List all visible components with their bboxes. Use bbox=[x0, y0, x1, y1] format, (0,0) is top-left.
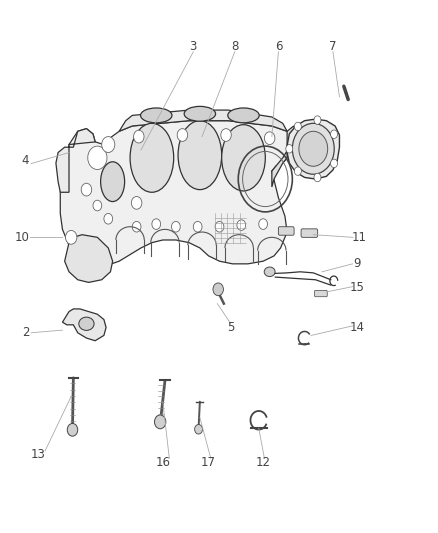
Circle shape bbox=[88, 146, 107, 169]
Circle shape bbox=[133, 130, 144, 143]
Text: 14: 14 bbox=[349, 321, 364, 334]
Polygon shape bbox=[119, 110, 286, 131]
Circle shape bbox=[104, 214, 113, 224]
Circle shape bbox=[132, 221, 141, 232]
Circle shape bbox=[294, 167, 300, 175]
Ellipse shape bbox=[227, 108, 258, 123]
FancyBboxPatch shape bbox=[300, 229, 317, 237]
Text: 12: 12 bbox=[255, 456, 270, 469]
Ellipse shape bbox=[184, 107, 215, 121]
Text: 3: 3 bbox=[189, 40, 197, 53]
Text: 11: 11 bbox=[351, 231, 366, 244]
Ellipse shape bbox=[140, 108, 172, 123]
Circle shape bbox=[313, 116, 320, 124]
Text: 7: 7 bbox=[328, 40, 336, 53]
Text: 9: 9 bbox=[352, 257, 360, 270]
Ellipse shape bbox=[130, 123, 173, 192]
Circle shape bbox=[330, 130, 337, 139]
FancyBboxPatch shape bbox=[278, 227, 293, 235]
Circle shape bbox=[193, 221, 201, 232]
Circle shape bbox=[330, 159, 337, 167]
Circle shape bbox=[285, 144, 292, 153]
Ellipse shape bbox=[79, 317, 94, 330]
Polygon shape bbox=[62, 309, 106, 341]
Circle shape bbox=[313, 173, 320, 182]
Text: 2: 2 bbox=[21, 326, 29, 340]
Ellipse shape bbox=[221, 125, 265, 191]
Circle shape bbox=[264, 132, 274, 144]
Circle shape bbox=[298, 131, 327, 166]
Circle shape bbox=[154, 415, 166, 429]
Circle shape bbox=[67, 423, 78, 436]
Ellipse shape bbox=[178, 120, 221, 190]
Circle shape bbox=[131, 197, 141, 209]
Circle shape bbox=[212, 283, 223, 296]
Text: 17: 17 bbox=[201, 456, 215, 469]
Circle shape bbox=[102, 136, 115, 152]
Text: 4: 4 bbox=[21, 154, 29, 167]
Polygon shape bbox=[271, 126, 295, 187]
Circle shape bbox=[93, 200, 102, 211]
Text: 16: 16 bbox=[155, 456, 170, 469]
Circle shape bbox=[81, 183, 92, 196]
Circle shape bbox=[194, 424, 202, 434]
Polygon shape bbox=[286, 119, 339, 179]
Polygon shape bbox=[64, 235, 113, 282]
Circle shape bbox=[215, 221, 223, 232]
Circle shape bbox=[177, 128, 187, 141]
Text: 5: 5 bbox=[226, 321, 233, 334]
Circle shape bbox=[292, 123, 333, 174]
Circle shape bbox=[294, 122, 300, 131]
Circle shape bbox=[220, 128, 231, 141]
Text: 6: 6 bbox=[274, 40, 282, 53]
Circle shape bbox=[258, 219, 267, 229]
Circle shape bbox=[171, 221, 180, 232]
Polygon shape bbox=[56, 128, 95, 192]
Ellipse shape bbox=[100, 162, 124, 201]
Text: 15: 15 bbox=[349, 281, 364, 294]
Text: 10: 10 bbox=[15, 231, 30, 244]
FancyBboxPatch shape bbox=[314, 290, 326, 297]
Polygon shape bbox=[60, 120, 291, 266]
Circle shape bbox=[237, 220, 245, 230]
Ellipse shape bbox=[264, 267, 275, 277]
Text: 13: 13 bbox=[31, 448, 46, 461]
Circle shape bbox=[152, 219, 160, 229]
Circle shape bbox=[65, 230, 77, 244]
Text: 8: 8 bbox=[230, 40, 238, 53]
